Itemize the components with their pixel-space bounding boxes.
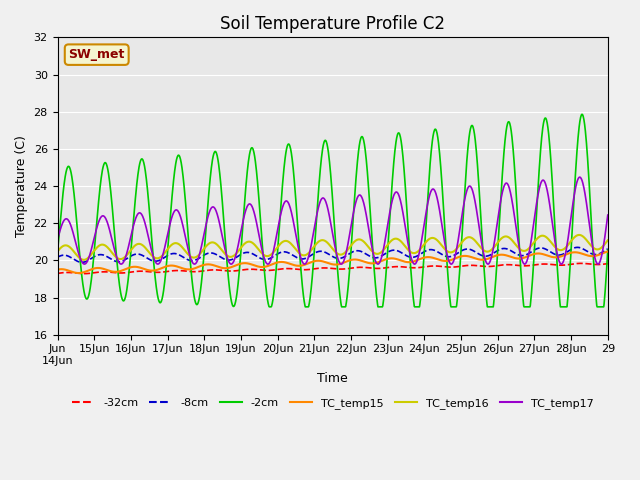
Line: TC_temp16: TC_temp16 xyxy=(58,235,608,260)
Line: -32cm: -32cm xyxy=(58,264,608,274)
-2cm xyxy=(367,220,375,226)
-8cm xyxy=(308,252,316,257)
-32cm xyxy=(54,271,61,276)
X-axis label: Time: Time xyxy=(317,372,348,384)
-8cm xyxy=(78,260,86,265)
Line: -8cm: -8cm xyxy=(58,247,608,263)
TC_temp15 xyxy=(367,261,375,266)
-32cm xyxy=(97,269,104,275)
-32cm xyxy=(577,261,585,266)
-8cm xyxy=(367,254,375,260)
-8cm xyxy=(299,256,307,262)
TC_temp15 xyxy=(299,263,307,268)
TC_temp15 xyxy=(75,270,83,276)
-32cm xyxy=(287,266,295,272)
TC_temp16 xyxy=(604,238,612,243)
-8cm xyxy=(54,254,61,260)
Line: TC_temp17: TC_temp17 xyxy=(58,177,608,264)
-32cm xyxy=(308,266,316,272)
-8cm xyxy=(604,246,612,252)
-2cm xyxy=(308,270,316,276)
TC_temp17 xyxy=(287,209,295,215)
TC_temp17 xyxy=(96,216,104,221)
TC_temp16 xyxy=(80,257,88,263)
TC_temp16 xyxy=(97,242,104,248)
-2cm xyxy=(299,287,307,292)
Line: TC_temp15: TC_temp15 xyxy=(58,252,608,273)
-32cm xyxy=(604,261,612,266)
TC_temp15 xyxy=(119,267,127,273)
-32cm xyxy=(299,267,307,273)
-2cm xyxy=(287,150,295,156)
-32cm xyxy=(81,271,88,276)
TC_temp17 xyxy=(118,261,126,266)
-2cm xyxy=(54,249,61,254)
-32cm xyxy=(119,270,127,276)
TC_temp15 xyxy=(287,262,295,267)
TC_temp17 xyxy=(54,237,61,242)
TC_temp16 xyxy=(119,255,127,261)
TC_temp17 xyxy=(299,260,307,265)
Legend: -32cm, -8cm, -2cm, TC_temp15, TC_temp16, TC_temp17: -32cm, -8cm, -2cm, TC_temp15, TC_temp16,… xyxy=(67,394,598,414)
TC_temp17 xyxy=(264,261,272,267)
TC_temp17 xyxy=(576,174,584,180)
TC_temp16 xyxy=(367,247,375,253)
-8cm xyxy=(287,252,295,257)
TC_temp16 xyxy=(54,249,61,254)
TC_temp15 xyxy=(308,259,316,264)
TC_temp15 xyxy=(604,249,612,254)
-2cm xyxy=(266,304,273,310)
TC_temp17 xyxy=(604,212,612,218)
-2cm xyxy=(578,111,586,117)
-2cm xyxy=(118,297,126,303)
-32cm xyxy=(367,265,375,271)
-2cm xyxy=(604,247,612,253)
Text: SW_met: SW_met xyxy=(68,48,125,61)
TC_temp15 xyxy=(54,267,61,273)
TC_temp16 xyxy=(299,252,307,258)
-8cm xyxy=(97,252,104,257)
TC_temp16 xyxy=(308,246,316,252)
Title: Soil Temperature Profile C2: Soil Temperature Profile C2 xyxy=(220,15,445,33)
-8cm xyxy=(573,244,581,250)
Y-axis label: Temperature (C): Temperature (C) xyxy=(15,135,28,237)
TC_temp16 xyxy=(575,232,583,238)
-2cm xyxy=(96,184,104,190)
TC_temp16 xyxy=(287,241,295,247)
Line: -2cm: -2cm xyxy=(58,114,608,307)
TC_temp17 xyxy=(367,240,375,245)
TC_temp15 xyxy=(97,265,104,271)
-8cm xyxy=(119,258,127,264)
TC_temp17 xyxy=(308,235,316,240)
